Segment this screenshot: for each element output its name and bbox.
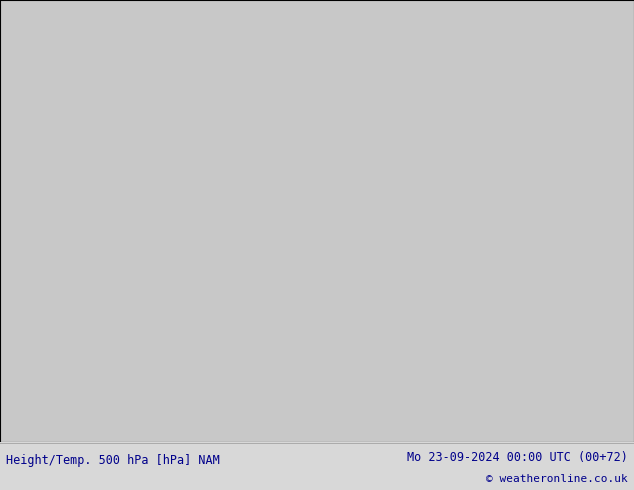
Text: Mo 23-09-2024 00:00 UTC (00+72): Mo 23-09-2024 00:00 UTC (00+72)	[407, 451, 628, 464]
Text: Height/Temp. 500 hPa [hPa] NAM: Height/Temp. 500 hPa [hPa] NAM	[6, 454, 220, 467]
Text: © weatheronline.co.uk: © weatheronline.co.uk	[486, 474, 628, 485]
